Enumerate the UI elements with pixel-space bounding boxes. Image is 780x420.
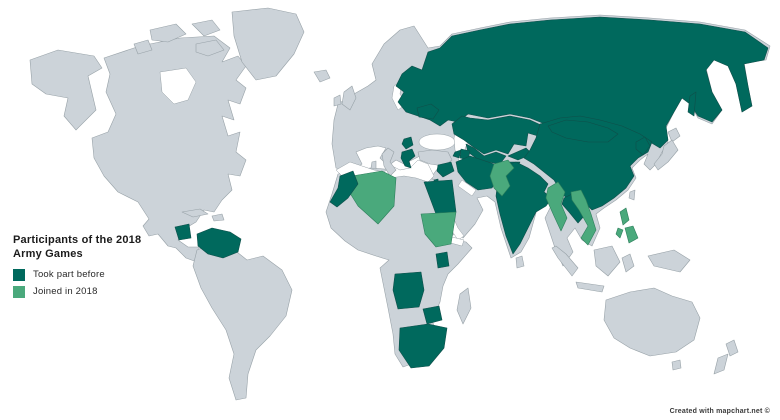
country-greece[interactable] (400, 148, 416, 169)
landmass-sulawesi[interactable] (621, 253, 635, 273)
landmass-madagascar[interactable] (456, 287, 472, 325)
landmass-italy[interactable] (381, 147, 397, 177)
landmass-iceland[interactable] (313, 69, 331, 83)
arctic-island[interactable] (191, 19, 221, 37)
country-pakistan[interactable] (489, 159, 515, 197)
persian-gulf (457, 179, 477, 197)
legend-swatch-joined-2018 (13, 285, 25, 298)
landmass-hispaniola[interactable] (211, 213, 225, 222)
landmass-cuba[interactable] (181, 208, 209, 218)
landmass-britain[interactable] (341, 85, 357, 111)
country-russia[interactable] (395, 16, 769, 149)
legend-swatch-took-part-before (13, 268, 25, 281)
legend-label-took-part-before: Took part before (33, 269, 105, 280)
arctic-island[interactable] (149, 23, 187, 43)
legend-title: Participants of the 2018 Army Games (13, 234, 142, 260)
country-nicaragua[interactable] (174, 223, 192, 241)
country-myanmar[interactable] (545, 181, 568, 232)
landmass-java[interactable] (575, 281, 605, 293)
arctic-island[interactable] (195, 39, 225, 57)
landmass-south-america[interactable] (192, 243, 293, 401)
country-china[interactable] (523, 115, 653, 211)
country-angola[interactable] (392, 271, 425, 310)
landmass-sri-lanka[interactable] (515, 255, 525, 269)
landmass-japan[interactable] (653, 139, 679, 171)
attribution-text: Created with mapchart.net © (669, 408, 770, 415)
country-zimbabwe[interactable] (422, 305, 443, 325)
landmass-north-america[interactable] (91, 35, 247, 263)
country-venezuela[interactable] (196, 227, 242, 259)
landmass-greenland[interactable] (231, 7, 305, 81)
islands (333, 85, 739, 375)
country-north-korea[interactable] (635, 136, 651, 156)
map-legend: Participants of the 2018 Army Games Took… (13, 234, 173, 303)
legend-item-joined-2018: Joined in 2018 (13, 285, 173, 298)
landmass-alaska[interactable] (29, 49, 103, 131)
country-philippines[interactable] (615, 207, 639, 244)
country-uzbekistan[interactable] (465, 143, 507, 165)
hudson-bay (159, 67, 197, 105)
legend-label-joined-2018: Joined in 2018 (33, 286, 98, 297)
landmass-sardinia[interactable] (370, 160, 377, 170)
country-uganda[interactable] (435, 251, 450, 269)
arctic-island[interactable] (133, 39, 153, 55)
participant-countries (174, 16, 769, 369)
landmass-new-guinea[interactable] (647, 249, 691, 273)
country-mongolia[interactable] (547, 119, 619, 143)
black-sea (418, 133, 456, 151)
legend-item-took-part-before: Took part before (13, 268, 173, 281)
country-vietnam[interactable] (570, 189, 597, 246)
landmass-taiwan[interactable] (628, 189, 636, 201)
landmass-new-zealand-south[interactable] (713, 353, 729, 375)
landmass-new-zealand-north[interactable] (725, 339, 739, 357)
landmass-hokkaido[interactable] (667, 127, 681, 143)
country-serbia[interactable] (401, 136, 414, 150)
country-morocco[interactable] (329, 170, 359, 208)
country-syria[interactable] (436, 161, 455, 178)
landmass-sumatra[interactable] (551, 245, 579, 277)
country-belarus[interactable] (416, 103, 440, 120)
country-india[interactable] (495, 161, 553, 255)
country-armenia[interactable] (452, 149, 462, 159)
country-russia-sakhalin[interactable] (687, 91, 697, 117)
country-south-africa[interactable] (398, 323, 448, 369)
landmass-australia[interactable] (603, 287, 701, 357)
landmass-ireland[interactable] (333, 94, 342, 107)
country-kazakhstan[interactable] (451, 115, 544, 155)
landmass-borneo[interactable] (593, 245, 621, 277)
landmass-tasmania[interactable] (671, 359, 682, 371)
country-sudan[interactable] (420, 211, 457, 248)
